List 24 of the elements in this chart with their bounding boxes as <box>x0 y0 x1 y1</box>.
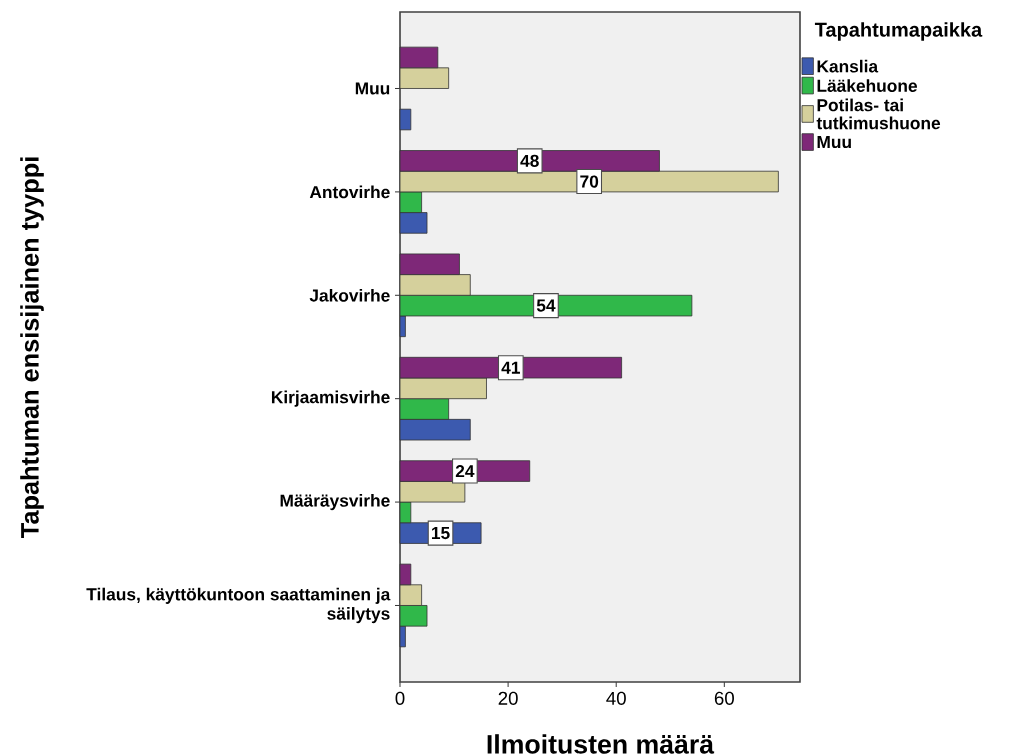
y-axis-title: Tapahtuman ensisijainen tyyppi <box>20 157 44 538</box>
y-tick-label: Antovirhe <box>309 185 390 199</box>
data-label: 41 <box>501 361 520 374</box>
bar <box>399 108 412 131</box>
data-label: 48 <box>520 154 539 168</box>
legend-label: Muu <box>817 136 851 149</box>
data-label: 24 <box>455 465 475 478</box>
y-tick-label: Kirjaamisvirhe <box>271 390 390 407</box>
data-label: 54 <box>536 299 556 312</box>
legend-title: Tapahtumapaikka <box>814 22 983 41</box>
y-tick-label: Muu <box>355 82 390 95</box>
x-tick-label: 20 <box>498 691 518 705</box>
legend-label: Potilas- tai tutkimushuone <box>816 98 941 130</box>
y-tick-label: Jakovirhe <box>309 288 390 302</box>
y-tick-label: Määräysvirhe <box>280 493 390 511</box>
x-tick-label: 0 <box>395 691 405 705</box>
x-tick-label: 40 <box>606 691 626 705</box>
data-label: 70 <box>580 175 599 188</box>
x-tick-label: 60 <box>714 691 734 705</box>
legend-label: Lääkehuone <box>817 79 917 92</box>
x-axis-title: Ilmoitusten määrä <box>487 734 715 754</box>
y-tick-label: Tilaus, käyttökuntoon saattaminen ja säilytys <box>86 587 391 624</box>
data-label: 15 <box>431 527 450 540</box>
legend-label: Kanslia <box>817 59 879 73</box>
